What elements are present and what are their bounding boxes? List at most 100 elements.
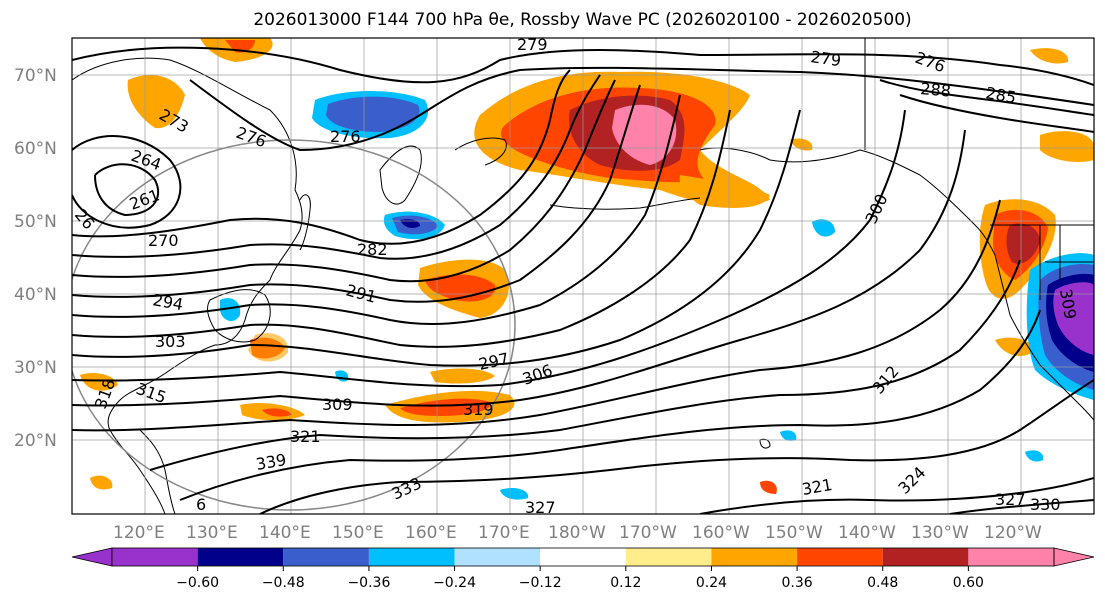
colorbar-outline <box>111 547 1055 567</box>
negative-anomaly-shading <box>220 91 1094 500</box>
lon-label: 140°E <box>259 523 311 543</box>
contour-label: 327 <box>995 490 1026 509</box>
shade-sw-small <box>90 475 113 490</box>
coast-japan <box>207 289 271 343</box>
shade-25n-yellow <box>430 368 495 384</box>
lon-label: 170°W <box>619 523 677 543</box>
lon-label: 180°W <box>548 523 606 543</box>
colorbar-tick-label: −0.48 <box>262 575 305 591</box>
contour-label: 321 <box>290 427 321 446</box>
coastlines <box>72 57 1094 514</box>
gridlines <box>72 38 1094 514</box>
colorbar-segment <box>711 548 798 566</box>
coast-alaska <box>699 147 996 256</box>
colorbar-segment <box>112 548 198 566</box>
lat-label: 30°N <box>14 358 57 378</box>
contour-label: 327 <box>525 498 556 517</box>
lat-label: 70°N <box>14 66 57 86</box>
theta-e-contours <box>72 46 1094 514</box>
borders <box>864 38 1094 300</box>
contour-label: 6 <box>196 495 206 514</box>
lon-label: 130°W <box>911 523 969 543</box>
lat-label: 40°N <box>14 285 57 305</box>
lat-label: 50°N <box>14 212 57 232</box>
contour-label: 309 <box>322 395 353 414</box>
colorbar-segment <box>197 548 284 566</box>
shade-nw-top-red <box>225 40 255 53</box>
contour-label: 288 <box>920 79 952 101</box>
colorbar-tick-label: −0.12 <box>519 575 562 591</box>
contour-label: 279 <box>517 35 548 54</box>
colorbar-segment <box>540 548 626 566</box>
colorbar-tick-label: 0.36 <box>782 575 813 591</box>
shade-small-3 <box>500 487 529 500</box>
coast-hawaii <box>759 438 771 449</box>
coast-na-west <box>994 254 1094 421</box>
contour-label: 276 <box>330 127 361 146</box>
map-frame <box>71 37 1095 515</box>
coast-chukotka <box>454 137 507 166</box>
contour-label: 270 <box>148 231 179 250</box>
contour-label: 330 <box>1030 495 1061 514</box>
colorbar-tick-label: 0.48 <box>867 575 898 591</box>
colorbar-tick-label: −0.36 <box>347 575 390 591</box>
lon-label: 120°E <box>113 523 165 543</box>
contour-label: 282 <box>357 240 388 259</box>
lat-label: 20°N <box>14 431 57 451</box>
shade-japan-orange <box>248 333 289 362</box>
shade-ne-top <box>1030 48 1069 64</box>
longitude-axis: 120°E 130°E 140°E 150°E 160°E 170°E 180°… <box>113 523 1042 543</box>
shade-small-4 <box>1025 450 1044 462</box>
lon-label: 170°E <box>478 523 530 543</box>
contour-label: 303 <box>155 332 186 351</box>
contour-label: 279 <box>809 47 842 70</box>
colorbar-extend-low <box>71 547 113 567</box>
shade-okhotsk-blue <box>326 96 420 132</box>
colorbar-tick-label: −0.60 <box>176 575 219 591</box>
lon-label: 130°E <box>186 523 238 543</box>
figure-title: 2026013000 F144 700 hPa θe, Rossby Wave … <box>253 10 912 30</box>
lon-label: 140°W <box>838 523 896 543</box>
colorbar-tick-label: 0.60 <box>953 575 984 591</box>
colorbar-segment <box>625 548 712 566</box>
shade-nw-orange <box>127 75 185 129</box>
colorbar: −0.60 −0.48 −0.36 −0.24 −0.12 0.12 0.24 0.36 0.4… <box>71 547 1095 591</box>
lat-label: 60°N <box>14 139 57 159</box>
shade-uswest-darkred <box>1006 223 1040 264</box>
lon-label: 120°W <box>984 523 1042 543</box>
colorbar-tick-label: 0.24 <box>696 575 727 591</box>
positive-anomaly-shading <box>80 38 1094 494</box>
shade-usw-neg-purple <box>1053 282 1094 355</box>
lon-label: 160°E <box>405 523 457 543</box>
colorbar-segment <box>882 548 969 566</box>
shade-155w-cyan <box>812 219 835 237</box>
colorbar-tick-label: 0.12 <box>610 575 641 591</box>
shade-small-2 <box>780 430 797 441</box>
shade-170w-small <box>760 480 777 494</box>
coast-asia <box>72 57 303 514</box>
shade-30n-west <box>80 373 118 391</box>
great-circle <box>72 139 516 511</box>
colorbar-segment <box>283 548 369 566</box>
shade-160w-small <box>790 138 813 151</box>
colorbar-segment <box>454 548 541 566</box>
lon-label: 150°E <box>332 523 384 543</box>
shade-25n-red <box>400 398 491 416</box>
contour-label: 319 <box>463 400 494 419</box>
shade-alaska-orange <box>679 175 770 208</box>
lon-label: 160°W <box>692 523 750 543</box>
coast-aleutians <box>549 197 701 210</box>
latitude-axis: 70°N 60°N 50°N 40°N 30°N 20°N <box>14 66 57 451</box>
colorbar-tick-label: −0.24 <box>433 575 476 591</box>
border-us-states <box>1039 225 1094 300</box>
colorbar-extend-high <box>1053 547 1095 567</box>
coast-sakhalin <box>299 194 311 251</box>
lon-label: 150°W <box>765 523 823 543</box>
coast-philippines <box>139 429 176 514</box>
colorbar-segment <box>797 548 883 566</box>
colorbar-segment <box>968 548 1054 566</box>
colorbar-segment <box>368 548 455 566</box>
shade-ne-corner <box>1040 131 1094 162</box>
shade-20n-red <box>262 408 292 417</box>
